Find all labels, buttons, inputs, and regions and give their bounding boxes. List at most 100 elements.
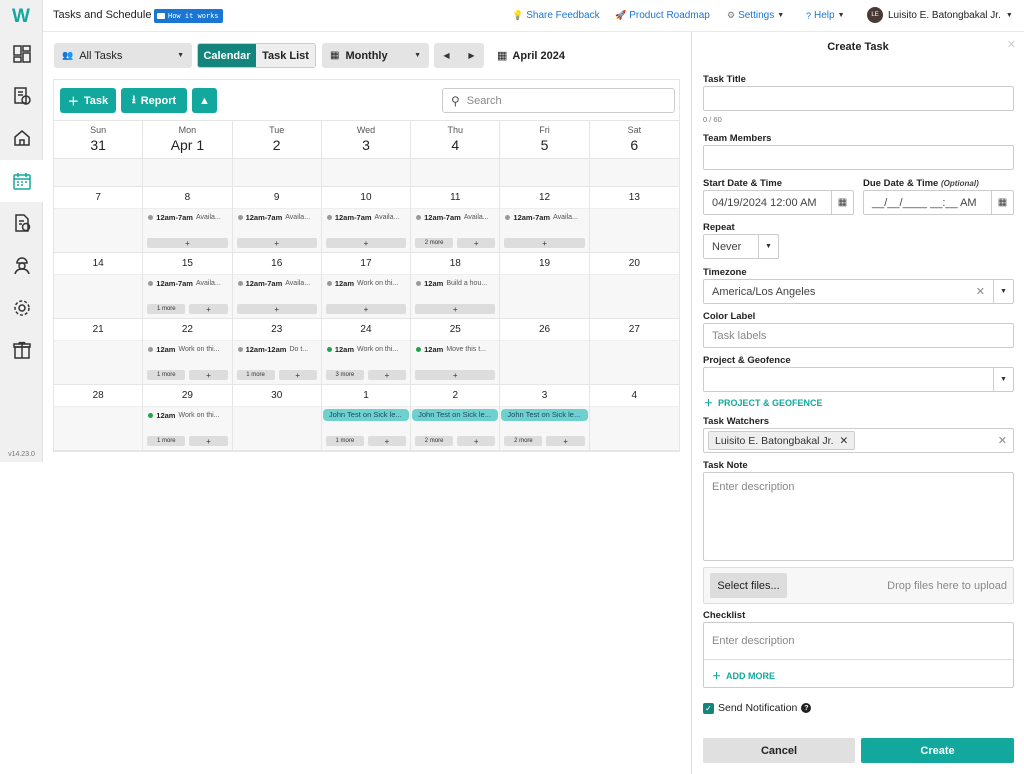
how-it-works-badge[interactable]: How it works — [154, 9, 223, 23]
day-cell[interactable]: 16 12am-7am Availa... + — [232, 253, 322, 318]
app-logo[interactable]: W — [12, 6, 30, 27]
day-number[interactable]: 31 — [90, 137, 106, 153]
report-button[interactable]: ⭳ Report — [121, 88, 187, 113]
send-notification-checkbox[interactable]: ✓ — [703, 702, 714, 714]
more-events-button[interactable]: 1 more — [147, 370, 186, 380]
user-menu[interactable]: LE Luisito E. Batongbakal Jr. ▼ — [867, 7, 1013, 23]
task-list-view-button[interactable]: Task List — [256, 44, 315, 67]
more-events-button[interactable]: 2 more — [415, 436, 454, 446]
color-label-input[interactable]: Task labels — [703, 323, 1014, 348]
day-cell[interactable]: 2 John Test on Sick le... 2 more + — [411, 385, 501, 450]
clear-icon[interactable]: ✕ — [975, 286, 985, 298]
day-cell[interactable]: 4 — [589, 385, 679, 450]
day-number[interactable]: 4 — [451, 137, 460, 153]
add-event-button[interactable]: + — [367, 436, 407, 446]
project-geofence-link[interactable]: ＋ PROJECT & GEOFENCE — [704, 396, 823, 409]
close-icon[interactable]: ✕ — [1006, 39, 1016, 51]
checklist-input[interactable]: Enter description — [704, 623, 1013, 660]
timezone-select[interactable]: America/Los Angeles ✕ ▼ — [703, 279, 1014, 304]
nav-settings-cog-item[interactable] — [0, 287, 43, 329]
day-cell[interactable]: 13 — [589, 187, 679, 252]
nav-home-item[interactable] — [0, 117, 43, 159]
more-events-button[interactable]: 3 more — [325, 370, 364, 380]
event-item[interactable]: 12am Work on thi... — [148, 411, 227, 420]
day-number[interactable]: 5 — [540, 137, 549, 153]
nav-package-item[interactable] — [0, 329, 43, 371]
event-item[interactable]: 12am-7am Availa... — [416, 213, 495, 222]
day-cell[interactable]: 26 — [500, 319, 590, 384]
event-item[interactable]: 12am Work on thi... — [148, 345, 227, 354]
day-cell[interactable]: 7 — [54, 187, 144, 252]
add-event-button[interactable]: + — [325, 238, 407, 248]
add-event-button[interactable]: + — [236, 238, 317, 248]
add-event-button[interactable]: + — [457, 238, 496, 248]
calendar-picker-icon[interactable]: ▦ — [831, 191, 853, 214]
day-cell[interactable]: 23 12am-12am Do t... 1 more + — [232, 319, 322, 384]
task-note-textarea[interactable]: Enter description — [703, 472, 1014, 561]
day-cell[interactable]: 12 12am-7am Availa... + — [500, 187, 590, 252]
day-cell[interactable]: 10 12am-7am Availa... + — [321, 187, 412, 252]
nav-reports-item[interactable] — [0, 202, 43, 244]
pin-button[interactable]: ▲ — [192, 88, 217, 113]
calendar-picker-icon[interactable]: ▦ — [991, 191, 1013, 214]
nav-dashboard-item[interactable] — [0, 33, 43, 75]
share-feedback-link[interactable]: 💡 Share Feedback — [512, 10, 600, 21]
remove-chip-icon[interactable]: ✕ — [839, 434, 849, 447]
event-item[interactable]: 12am-7am Availa... — [505, 213, 584, 222]
day-cell[interactable]: 19 — [500, 253, 590, 318]
add-event-button[interactable]: + — [189, 370, 228, 380]
event-item[interactable]: 12am-7am Availa... — [148, 213, 227, 222]
create-button[interactable]: Create — [861, 738, 1014, 763]
more-events-button[interactable]: 1 more — [236, 370, 275, 380]
day-cell[interactable]: 21 — [54, 319, 144, 384]
cancel-button[interactable]: Cancel — [703, 738, 855, 763]
settings-menu[interactable]: ⚙ Settings ▼ — [727, 10, 784, 21]
add-event-button[interactable]: + — [189, 436, 228, 446]
add-event-button[interactable]: + — [367, 370, 407, 380]
event-item[interactable]: 12am-7am Availa... — [237, 213, 317, 222]
event-item[interactable]: 12am Move this t... — [416, 345, 495, 354]
add-event-button[interactable]: + — [189, 304, 228, 314]
day-cell[interactable]: 9 12am-7am Availa... + — [232, 187, 322, 252]
day-cell[interactable]: 25 12am Move this t... + — [411, 319, 501, 384]
day-cell[interactable]: 22 12am Work on thi... 1 more + — [143, 319, 233, 384]
more-events-button[interactable]: 1 more — [325, 436, 364, 446]
add-event-button[interactable]: + — [147, 238, 228, 248]
next-month-button[interactable]: ▶ — [468, 51, 475, 60]
task-watchers-input[interactable]: Luisito E. Batongbakal Jr. ✕ ✕ — [703, 428, 1014, 453]
day-cell[interactable]: 17 12am Work on thi... + — [321, 253, 412, 318]
more-events-button[interactable]: 1 more — [147, 304, 186, 314]
add-event-button[interactable]: + — [415, 304, 496, 314]
more-events-button[interactable]: 1 more — [147, 436, 186, 446]
task-title-input[interactable] — [703, 86, 1014, 111]
add-event-button[interactable]: + — [457, 436, 496, 446]
search-input[interactable]: ⚲ Search — [442, 88, 675, 113]
nav-worker-item[interactable] — [0, 244, 43, 286]
event-item[interactable]: 12am-12am Do t... — [237, 345, 317, 354]
day-cell[interactable]: 14 — [54, 253, 144, 318]
help-circle-icon[interactable]: ? — [801, 703, 812, 713]
event-item[interactable]: 12am Build a hou... — [416, 279, 495, 288]
task-filter-select[interactable]: 👥 All Tasks ▼ — [54, 43, 192, 68]
day-cell[interactable]: 18 12am Build a hou... + — [411, 253, 501, 318]
event-item[interactable]: 12am Work on thi... — [326, 279, 406, 288]
clear-icon[interactable]: ✕ — [997, 435, 1007, 447]
add-event-button[interactable]: + — [415, 370, 496, 380]
more-events-button[interactable]: 2 more — [504, 436, 543, 446]
event-item[interactable]: 12am-7am Availa... — [326, 213, 406, 222]
event-bar[interactable]: John Test on Sick le... — [501, 409, 588, 421]
day-cell[interactable]: 30 — [232, 385, 322, 450]
day-number[interactable]: 6 — [630, 137, 639, 153]
day-cell[interactable]: 27 — [589, 319, 679, 384]
day-cell[interactable]: 24 12am Work on thi... 3 more + — [321, 319, 412, 384]
day-number[interactable]: 2 — [272, 137, 281, 153]
day-cell[interactable]: 3 John Test on Sick le... 2 more + — [500, 385, 590, 450]
event-item[interactable]: 12am Work on thi... — [326, 345, 406, 354]
day-cell[interactable]: 11 12am-7am Availa... 2 more + — [411, 187, 501, 252]
day-cell[interactable]: 8 12am-7am Availa... + — [143, 187, 233, 252]
day-cell[interactable]: 28 — [54, 385, 144, 450]
add-event-button[interactable]: + — [546, 436, 585, 446]
repeat-select[interactable]: Never ▼ — [703, 234, 779, 259]
day-cell[interactable]: 15 12am-7am Availa... 1 more + — [143, 253, 233, 318]
add-event-button[interactable]: + — [278, 370, 317, 380]
